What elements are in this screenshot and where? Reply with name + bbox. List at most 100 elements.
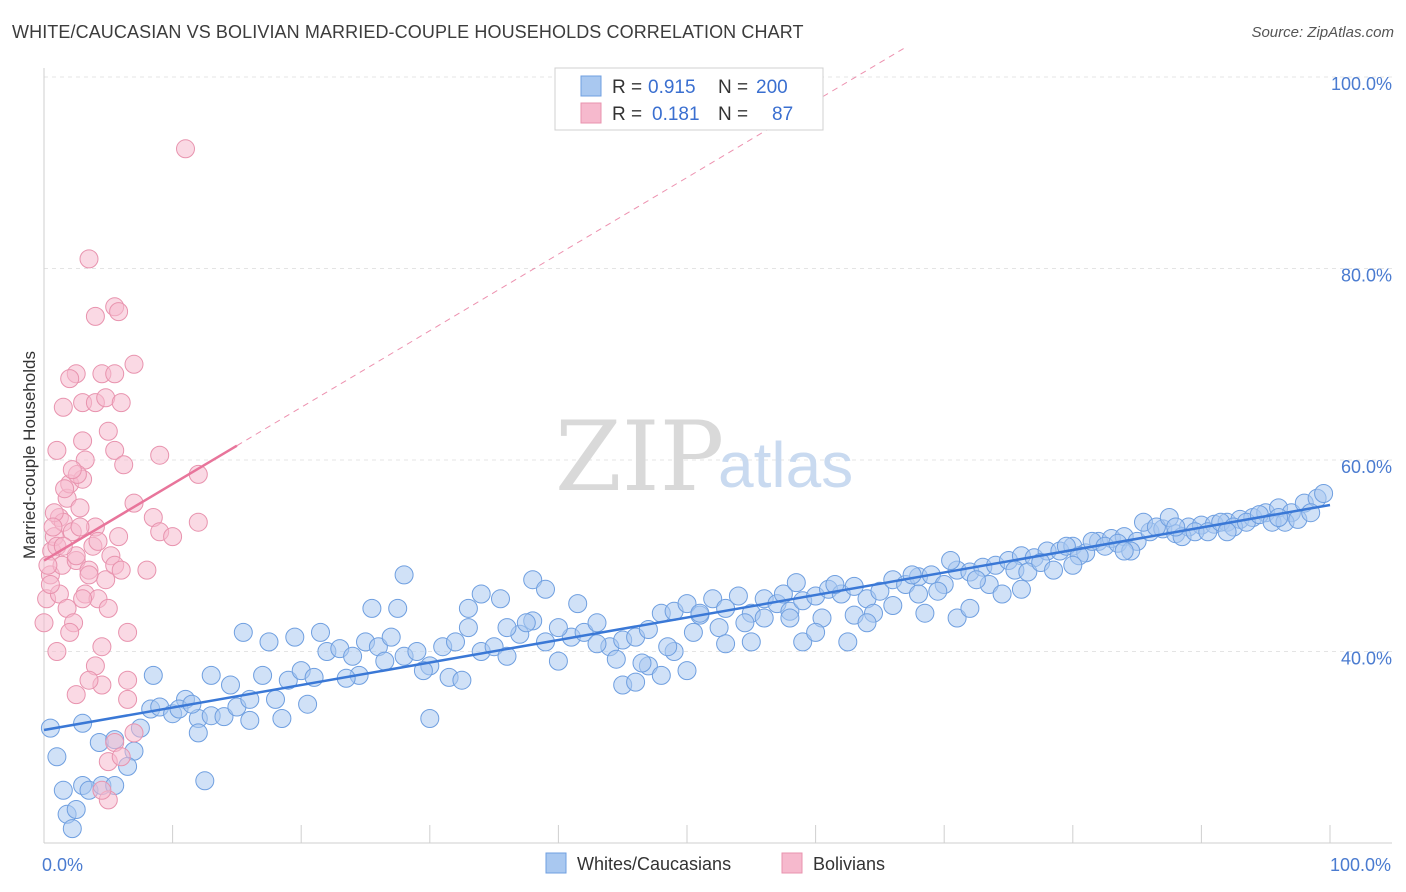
whites-point: [632, 653, 652, 673]
whites-point: [960, 598, 980, 618]
whites-point: [497, 618, 517, 638]
bottom-legend-swatch-whites: [545, 852, 567, 874]
whites-point: [902, 565, 922, 585]
bottom-legend: Whites/Caucasians Bolivians: [545, 852, 885, 874]
whites-point: [658, 637, 678, 657]
whites-point: [928, 581, 948, 601]
bolivians-point: [79, 249, 99, 269]
bolivians-point: [55, 479, 75, 499]
whites-point: [709, 618, 729, 638]
bolivians-point: [47, 642, 67, 661]
whites-point: [786, 573, 806, 593]
bolivians-point: [66, 685, 86, 705]
whites-point: [606, 649, 626, 669]
x-tick-label-min: 0.0%: [42, 855, 83, 875]
whites-point: [221, 675, 240, 695]
whites-point: [375, 651, 395, 671]
bolivians-point: [92, 637, 112, 657]
bolivians-point: [70, 498, 90, 518]
whites-point: [806, 622, 826, 642]
legend-box: R = 0.915 N = 200 R = 0.181 N = 87: [554, 67, 824, 131]
bolivians-point: [60, 622, 80, 642]
whites-point: [446, 632, 465, 652]
whites-point: [343, 646, 363, 666]
whites-point: [909, 584, 928, 604]
whites-point: [47, 747, 67, 767]
legend-swatch-whites: [580, 75, 602, 97]
whites-point: [683, 622, 703, 642]
whites-point: [452, 670, 472, 690]
whites-point: [272, 709, 292, 728]
bolivians-point: [111, 560, 131, 580]
whites-point: [1217, 522, 1237, 542]
bolivians-point: [176, 139, 195, 159]
whites-point: [143, 665, 163, 685]
legend-n-value-whites: 200: [756, 77, 788, 98]
whites-point: [298, 694, 318, 714]
legend-n-value-bolivians: 87: [772, 104, 793, 125]
whites-point: [388, 598, 408, 618]
source-label: Source: ZipAtlas.com: [1251, 24, 1394, 41]
whites-point: [253, 665, 273, 685]
whites-point: [266, 689, 285, 709]
legend-r-value-whites: 0.915: [648, 77, 696, 98]
whites-point: [793, 632, 813, 652]
whites-point: [66, 800, 86, 819]
whites-point: [1044, 560, 1063, 580]
bolivians-point: [73, 431, 93, 451]
whites-point: [825, 575, 845, 594]
whites-point: [568, 594, 588, 614]
bolivians-point: [79, 565, 99, 585]
legend-swatch-bolivians: [580, 102, 602, 124]
x-tick-marks: [43, 825, 1331, 843]
y-tick-labels: 40.0% 60.0% 80.0% 100.0%: [1331, 74, 1392, 669]
bolivians-point: [111, 393, 131, 413]
whites-point: [285, 627, 305, 647]
series-whites-points: [40, 484, 1334, 839]
whites-point: [651, 665, 671, 685]
whites-point: [966, 570, 986, 590]
legend-r-label-whites: R =: [612, 77, 642, 98]
legend-n-label-whites: N =: [718, 77, 748, 98]
whites-point: [1011, 579, 1031, 599]
whites-point: [754, 608, 774, 628]
y-tick-label-100: 100.0%: [1331, 74, 1392, 94]
bolivians-point: [124, 723, 144, 743]
whites-point: [677, 661, 697, 681]
bolivians-point: [137, 560, 157, 580]
whites-point: [1314, 484, 1334, 503]
whites-point: [516, 613, 536, 633]
whites-point: [491, 589, 510, 609]
watermark-atlas: atlas: [718, 429, 853, 501]
legend-r-value-bolivians: 0.181: [652, 104, 700, 125]
whites-point: [587, 634, 607, 654]
bolivians-point: [79, 670, 99, 690]
whites-point: [214, 707, 234, 727]
whites-point: [947, 608, 967, 628]
whites-point: [62, 819, 82, 839]
bolivians-point: [92, 780, 112, 800]
y-axis-label: Married-couple Households: [20, 351, 39, 559]
trend-line-bolivians-extension: [236, 47, 905, 447]
whites-point: [311, 622, 330, 642]
bolivians-point: [60, 369, 80, 389]
whites-point: [883, 596, 903, 615]
bolivians-point: [62, 460, 82, 480]
whites-point: [458, 598, 478, 618]
bolivians-point: [124, 354, 144, 374]
bolivians-point: [118, 689, 138, 709]
bolivians-point: [38, 555, 58, 575]
whites-point: [1269, 508, 1289, 527]
whites-point: [548, 618, 568, 638]
trend-line-whites: [43, 503, 1331, 732]
whites-point: [458, 618, 478, 638]
bolivians-point: [118, 622, 138, 642]
legend-n-label-bolivians: N =: [718, 104, 748, 125]
whites-point: [728, 586, 748, 606]
bolivians-point: [109, 302, 129, 322]
whites-point: [992, 584, 1012, 604]
whites-point: [915, 603, 935, 623]
whites-point: [195, 771, 215, 791]
bolivians-point: [73, 589, 93, 609]
whites-point: [838, 632, 858, 652]
